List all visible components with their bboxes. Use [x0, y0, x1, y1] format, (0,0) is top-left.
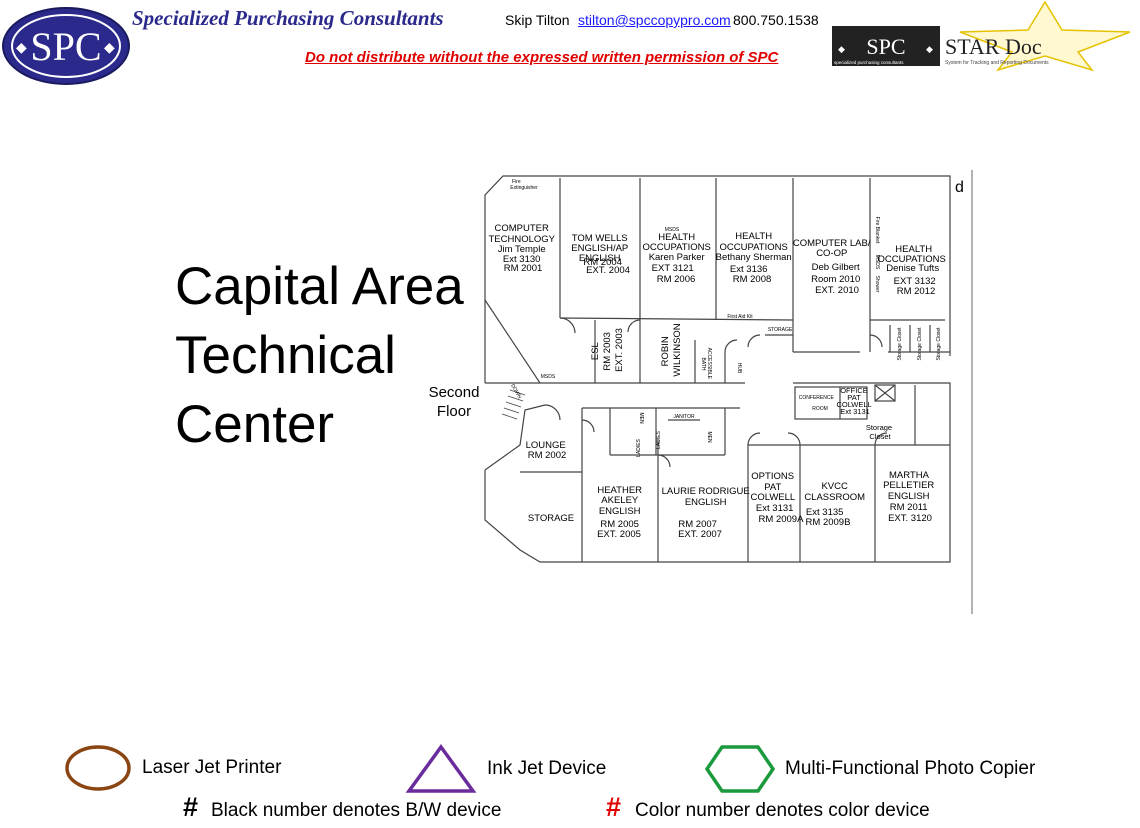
room-storage: STORAGE — [528, 513, 574, 524]
room-esl: ESL RM 2003 EXT. 2003 — [590, 328, 625, 372]
room-robin-wilkinson: ROBIN WILKINSON — [660, 323, 683, 376]
legend-ink-jet: Ink Jet Device — [487, 758, 607, 779]
room-computer-technology: COMPUTER TECHNOLOGY Jim Temple Ext 3130 … — [489, 223, 558, 274]
stardoc-logo: SPC ◆ ◆ specialized purchasing consultan… — [832, 0, 1131, 72]
stairs-down-label: DOWN — [509, 383, 522, 400]
building-title: Capital Area Technical Center — [175, 252, 495, 459]
hub-label: HUB — [736, 363, 742, 374]
floor-label: Second Floor — [418, 383, 490, 421]
svg-text:SPC: SPC — [30, 24, 101, 69]
msds-label-3: MSDS — [874, 255, 880, 270]
svg-text:specialized purchasing consult: specialized purchasing consultants — [834, 60, 904, 65]
room-2010: COMPUTER LAB/ CO-OP Deb Gilbert Room 201… — [793, 238, 873, 296]
conference-room-label: CONFERENCE ROOM — [799, 395, 835, 412]
svg-text:◆: ◆ — [104, 39, 115, 55]
title-line-3: Center — [175, 395, 335, 454]
floor-label-line-1: Second — [428, 384, 480, 401]
title-line-1: Capital Area — [175, 257, 464, 316]
legend-bw-note: Black number denotes B/W device — [211, 800, 502, 821]
storage-closet-label-3: Storage Closet — [936, 327, 942, 361]
contact-phone: 800.750.1538 — [733, 12, 819, 28]
msds-label-2: MSDS — [665, 227, 680, 233]
room-2008: HEALTH OCCUPATIONS Bethany Sherman Ext 3… — [716, 231, 795, 285]
laser-jet-circle-icon — [65, 745, 131, 791]
janitor-label: JANITOR — [673, 414, 695, 420]
floor-plan: COMPUTER TECHNOLOGY Jim Temple Ext 3130 … — [484, 170, 973, 614]
storage-small-label: STORAGE — [768, 327, 793, 333]
legend-laser-jet: Laser Jet Printer — [142, 757, 282, 778]
fire-blanket-label: Fire Blanket — [874, 217, 880, 244]
men-label: MEN — [638, 412, 644, 424]
room-lounge: LOUNGE RM 2002 — [526, 440, 569, 461]
contact-email-link[interactable]: stilton@spccopypro.com — [578, 12, 731, 28]
room-office-pat-colwell: OFFICE PAT COLWELL Ext 3131 — [836, 386, 873, 416]
room-2006: HEALTH OCCUPATIONS Karen Parker EXT 3121… — [643, 232, 714, 285]
multifunction-hexagon-icon — [704, 745, 776, 793]
ink-jet-triangle-icon — [405, 744, 477, 793]
storage-closet-label-2: Storage Closet — [917, 327, 923, 361]
ladies-label-2: LADIES — [656, 430, 662, 448]
svg-text:◆: ◆ — [838, 44, 845, 54]
legend-multifunction: Multi-Functional Photo Copier — [785, 758, 1036, 779]
room-2011: MARTHA PELLETIER ENGLISH RM 2011 EXT. 31… — [883, 470, 937, 524]
bw-hash-symbol: # — [183, 792, 199, 822]
svg-text:SPC: SPC — [866, 34, 905, 59]
fire-extinguisher-label: Fire Extinguisher — [510, 179, 538, 191]
corner-letter: d — [955, 179, 964, 196]
room-2004: TOM WELLS ENGLISH/AP ENGLISH RM 2004 EXT… — [571, 233, 631, 276]
ladies-label: LADIES — [636, 438, 642, 456]
msds-label-1: MSDS — [541, 374, 556, 380]
floor-label-line-2: Floor — [436, 403, 472, 420]
svg-text:System for Tracking and Report: System for Tracking and Reporting Docume… — [945, 60, 1049, 66]
spc-logo: SPC ◆ ◆ — [2, 7, 130, 85]
color-hash-symbol: # — [606, 792, 622, 822]
room-2012: HEALTH OCCUPATIONS Denise Tufts EXT 3132… — [878, 244, 949, 297]
first-aid-label: First Aid Kit — [727, 314, 753, 320]
svg-text:STAR Doc: STAR Doc — [945, 34, 1042, 59]
room-2005: HEATHER AKELEY ENGLISH RM 2005 EXT. 2005 — [597, 485, 645, 540]
accessible-bath-label: ACCESSIBLE BATH — [700, 348, 712, 381]
room-storage-closet: Storage Closet — [866, 423, 894, 441]
title-line-2: Technical — [175, 326, 396, 385]
men-label-2: MEN — [706, 431, 712, 443]
room-2009b: KVCC CLASSROOM Ext 3135 RM 2009B — [804, 481, 867, 528]
floor-plan-walls — [484, 170, 973, 614]
svg-text:◆: ◆ — [926, 44, 933, 54]
shower-label: Shower — [874, 276, 880, 293]
company-name: Specialized Purchasing Consultants — [132, 6, 444, 30]
room-2009a: OPTIONS PAT COLWELL Ext 3131 RM 2009A — [751, 471, 805, 525]
svg-text:◆: ◆ — [16, 39, 27, 55]
legend-color-note: Color number denotes color device — [635, 800, 930, 821]
distribution-warning: Do not distribute without the expressed … — [305, 49, 779, 66]
contact-name: Skip Tilton — [505, 12, 570, 28]
storage-closet-label-1: Storage Closet — [897, 327, 903, 361]
room-2007: LAURIE RODRIGUE ENGLISH RM 2007 EXT. 200… — [662, 486, 753, 540]
